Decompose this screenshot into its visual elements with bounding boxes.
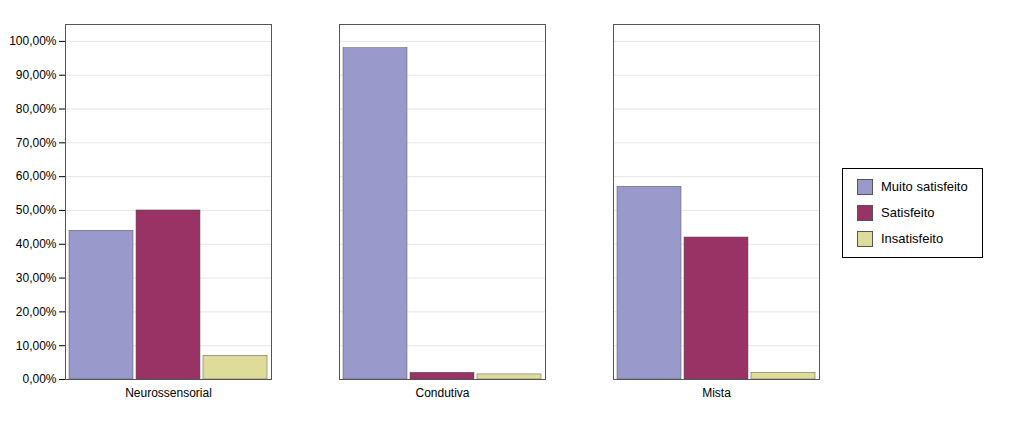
svg-text:10,00%: 10,00% [16, 339, 57, 353]
svg-text:90,00%: 90,00% [16, 68, 57, 82]
svg-text:70,00%: 70,00% [16, 136, 57, 150]
svg-text:50,00%: 50,00% [16, 203, 57, 217]
svg-text:Condutiva: Condutiva [415, 386, 469, 400]
svg-text:0,00%: 0,00% [22, 372, 56, 386]
html-text:Satisfeito: Satisfeito [881, 205, 935, 220]
svg-text:40,00%: 40,00% [16, 237, 57, 251]
html-text:Muito satisfeito: Muito satisfeito [881, 179, 968, 194]
html-text:Insatisfeito: Insatisfeito [881, 231, 944, 246]
svg-text:60,00%: 60,00% [16, 169, 57, 183]
svg-text:20,00%: 20,00% [16, 305, 57, 319]
svg-text:80,00%: 80,00% [16, 102, 57, 116]
svg-text:100,00%: 100,00% [9, 34, 57, 48]
svg-text:30,00%: 30,00% [16, 271, 57, 285]
svg-text:Mista: Mista [702, 386, 731, 400]
svg-text:Neurossensorial: Neurossensorial [125, 386, 212, 400]
